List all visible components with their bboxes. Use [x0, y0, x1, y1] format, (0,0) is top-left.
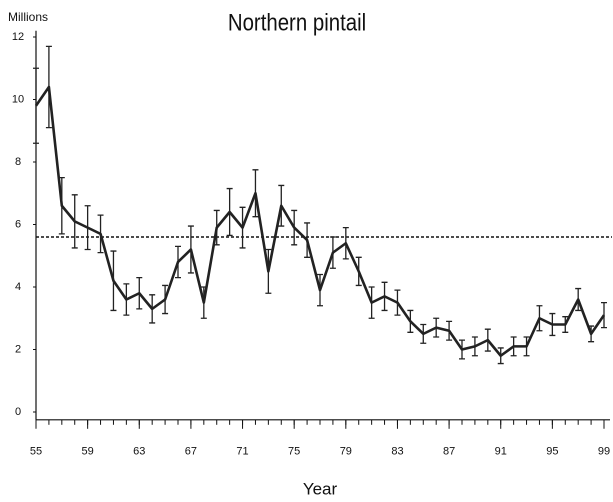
y-tick-label: 8 — [15, 156, 21, 168]
x-tick-label: 67 — [185, 446, 197, 458]
data-line — [34, 85, 606, 358]
x-tick-label: 71 — [236, 446, 248, 458]
chart-title: Northern pintail — [228, 9, 366, 36]
x-tick-label: 87 — [443, 446, 455, 458]
x-tick-label: 63 — [133, 446, 145, 458]
y-tick-label: 2 — [15, 343, 21, 355]
y-tick-label: 4 — [15, 281, 21, 293]
x-tick-label: 59 — [82, 446, 94, 458]
error-bar — [601, 301, 607, 329]
x-tick-label: 79 — [340, 446, 352, 458]
x-tick-label: 75 — [288, 446, 300, 458]
y-axis-label: Millions — [8, 10, 48, 24]
x-tick-label: 55 — [30, 446, 42, 458]
x-axis-label: Year — [303, 479, 338, 498]
y-tick-label: 10 — [12, 93, 24, 105]
x-tick-label: 91 — [495, 446, 507, 458]
y-tick-label: 6 — [15, 218, 21, 230]
x-tick-label: 99 — [598, 446, 610, 458]
y-tick-label: 12 — [12, 31, 24, 43]
x-tick-label: 83 — [391, 446, 403, 458]
x-tick-label: 95 — [546, 446, 558, 458]
y-tick-label: 0 — [15, 406, 21, 418]
